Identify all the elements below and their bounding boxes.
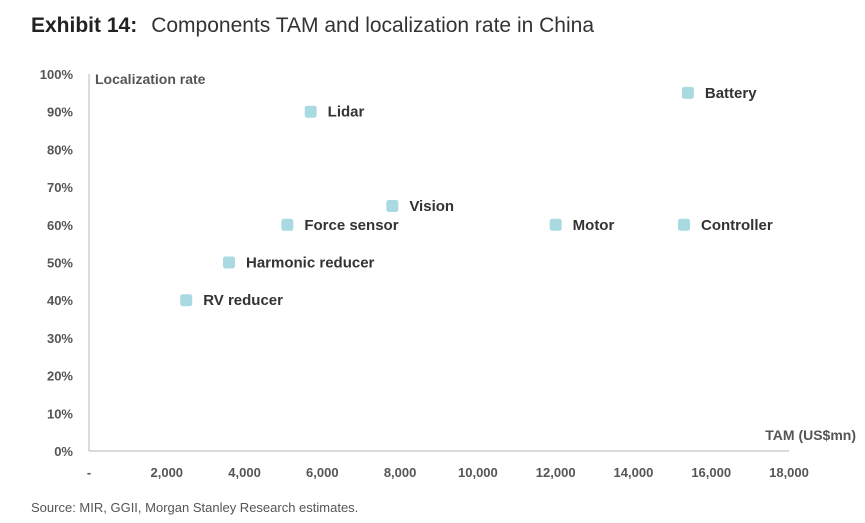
data-point-label: Controller xyxy=(701,217,773,234)
x-tick-label: 16,000 xyxy=(691,465,731,480)
data-point-label: Vision xyxy=(409,198,454,215)
data-point-marker xyxy=(223,256,235,269)
data-point-label: Force sensor xyxy=(304,217,398,234)
y-tick-label: 40% xyxy=(47,293,73,308)
data-point-marker xyxy=(681,86,694,99)
data-points: Lidar Battery Vision Force sensor Motor Contr… xyxy=(180,85,773,309)
x-tick-label: 2,000 xyxy=(151,465,184,480)
y-tick-label: 60% xyxy=(47,218,73,233)
x-tick-label: - xyxy=(87,465,91,480)
y-tick-label: 80% xyxy=(47,142,73,157)
data-point-marker xyxy=(304,105,317,118)
x-tick-label: 12,000 xyxy=(536,465,576,480)
exhibit-title: Exhibit 14: Components TAM and localizati… xyxy=(31,14,594,38)
data-point-marker xyxy=(180,294,193,307)
data-point-label: Battery xyxy=(705,85,757,102)
x-tick-label: 4,000 xyxy=(228,465,261,480)
data-point-label: Lidar xyxy=(328,104,365,121)
y-tick-label: 0% xyxy=(54,444,73,459)
data-point-group: Vision xyxy=(386,198,454,215)
y-tick-label: 10% xyxy=(47,406,73,421)
x-tick-label: 10,000 xyxy=(458,465,498,480)
data-point-group: Lidar xyxy=(304,104,365,121)
data-point-marker xyxy=(549,218,562,231)
y-tick-label: 90% xyxy=(47,105,73,120)
data-point-label: Motor xyxy=(573,217,615,234)
y-tick-label: 70% xyxy=(47,180,73,195)
source-note: Source: MIR, GGII, Morgan Stanley Resear… xyxy=(31,500,359,515)
exhibit-number: Exhibit 14: xyxy=(31,14,138,37)
y-axis-ticks: 0% 10% 20% 30% 40% 50% 60% 70% 80% 90% 100% xyxy=(40,67,74,459)
data-point-marker xyxy=(386,199,399,212)
data-point-marker xyxy=(281,218,294,231)
data-point-group: Force sensor xyxy=(281,217,399,234)
y-tick-label: 30% xyxy=(47,331,73,346)
x-tick-label: 8,000 xyxy=(384,465,417,480)
y-axis-title: Localization rate xyxy=(95,71,206,87)
x-tick-label: 6,000 xyxy=(306,465,339,480)
x-tick-label: 18,000 xyxy=(769,465,809,480)
y-tick-label: 20% xyxy=(47,369,73,384)
x-axis-title: TAM (US$mn) xyxy=(765,427,856,443)
data-point-label: Harmonic reducer xyxy=(246,255,375,272)
data-point-group: Harmonic reducer xyxy=(223,255,375,272)
y-tick-label: 100% xyxy=(40,67,74,82)
data-point-label: RV reducer xyxy=(203,292,283,309)
exhibit-title-text: Components TAM and localization rate in … xyxy=(151,14,594,37)
x-axis-ticks: - 2,000 4,000 6,000 8,000 10,000 12,000 14,000 1… xyxy=(87,465,809,480)
data-point-group: Controller xyxy=(678,217,773,234)
data-point-group: Motor xyxy=(549,217,615,234)
data-point-group: Battery xyxy=(681,85,757,102)
x-tick-label: 14,000 xyxy=(614,465,654,480)
y-tick-label: 50% xyxy=(47,256,73,271)
data-point-group: RV reducer xyxy=(180,292,283,309)
data-point-marker xyxy=(678,218,690,231)
